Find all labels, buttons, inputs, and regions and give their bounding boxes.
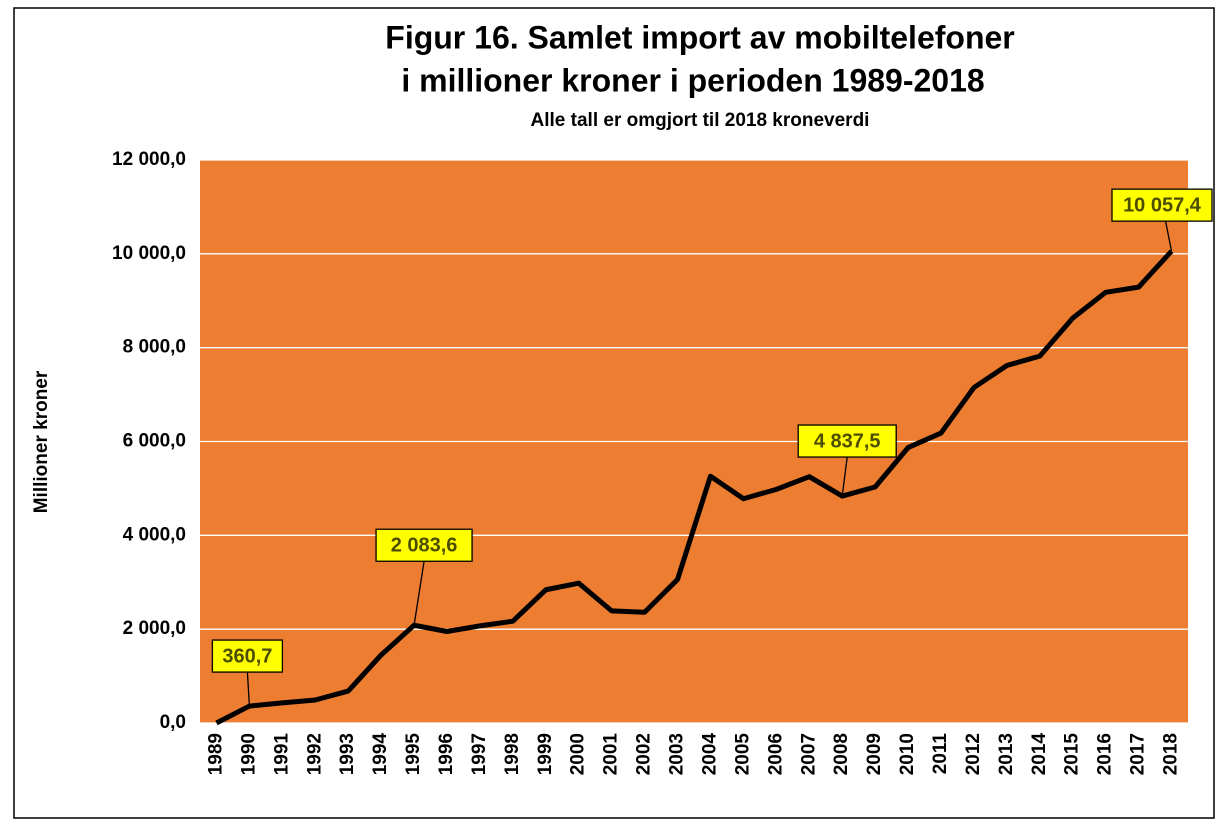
x-tick-label: 2008 [831,733,852,775]
x-tick-label: 1991 [271,733,292,776]
x-tick-label: 1998 [502,733,523,775]
y-tick-label: 4 000,0 [123,524,186,545]
data-label: 4 837,5 [814,430,881,452]
x-tick-label: 2012 [963,733,984,775]
x-tick-label: 2016 [1095,733,1116,775]
x-tick-label: 2009 [864,733,885,775]
label-box [1111,188,1213,222]
chart-title: i millioner kroner i perioden 1989-2018 [401,62,984,98]
x-tick-label: 2005 [732,733,753,776]
x-tick-label: 2004 [699,733,720,776]
x-tick-label: 2018 [1161,733,1182,775]
x-tick-label: 1995 [403,733,424,776]
chart-subtitle: Alle tall er omgjort til 2018 kroneverdi [531,110,870,131]
data-line [215,249,1174,726]
y-tick-label: 6 000,0 [123,431,186,452]
y-axis-label: Millioner kroner [31,370,52,513]
label-box [375,528,473,562]
y-tick-label: 12 000,0 [112,149,186,170]
x-tick-label: 1993 [337,733,358,775]
x-tick-label: 2001 [601,733,622,776]
label-leader [1164,221,1173,252]
label-leader [841,456,848,497]
chart-title: Figur 16. Samlet import av mobiltelefone… [385,19,1014,55]
label-leader [413,561,425,626]
x-tick-label: 1989 [205,733,226,775]
y-tick-label: 10 000,0 [112,243,186,264]
x-tick-label: 1997 [469,733,490,775]
label-box [211,639,284,673]
x-tick-label: 2010 [897,733,918,775]
x-tick-label: 1999 [535,733,556,775]
x-tick-label: 2000 [568,733,589,775]
data-label: 360,7 [222,645,272,667]
x-tick-label: 2003 [667,733,688,775]
x-tick-label: 2011 [930,733,951,775]
x-tick-label: 1992 [304,733,325,775]
x-tick-label: 2015 [1062,733,1083,776]
label-box [797,424,897,458]
x-tick-label: 1990 [238,733,259,775]
data-label: 2 083,6 [391,535,458,557]
x-tick-label: 2013 [996,733,1017,775]
y-tick-label: 2 000,0 [123,618,186,639]
x-tick-label: 1994 [370,733,391,776]
x-tick-label: 2006 [765,733,786,775]
y-tick-label: 0,0 [160,712,186,733]
label-leader [246,672,251,707]
x-tick-label: 2002 [634,733,655,775]
x-tick-label: 1996 [436,733,457,775]
y-tick-label: 8 000,0 [123,337,186,358]
data-label: 10 057,4 [1123,194,1202,216]
x-tick-label: 2014 [1029,733,1050,776]
x-tick-label: 2017 [1128,733,1149,775]
x-tick-label: 2007 [798,733,819,775]
